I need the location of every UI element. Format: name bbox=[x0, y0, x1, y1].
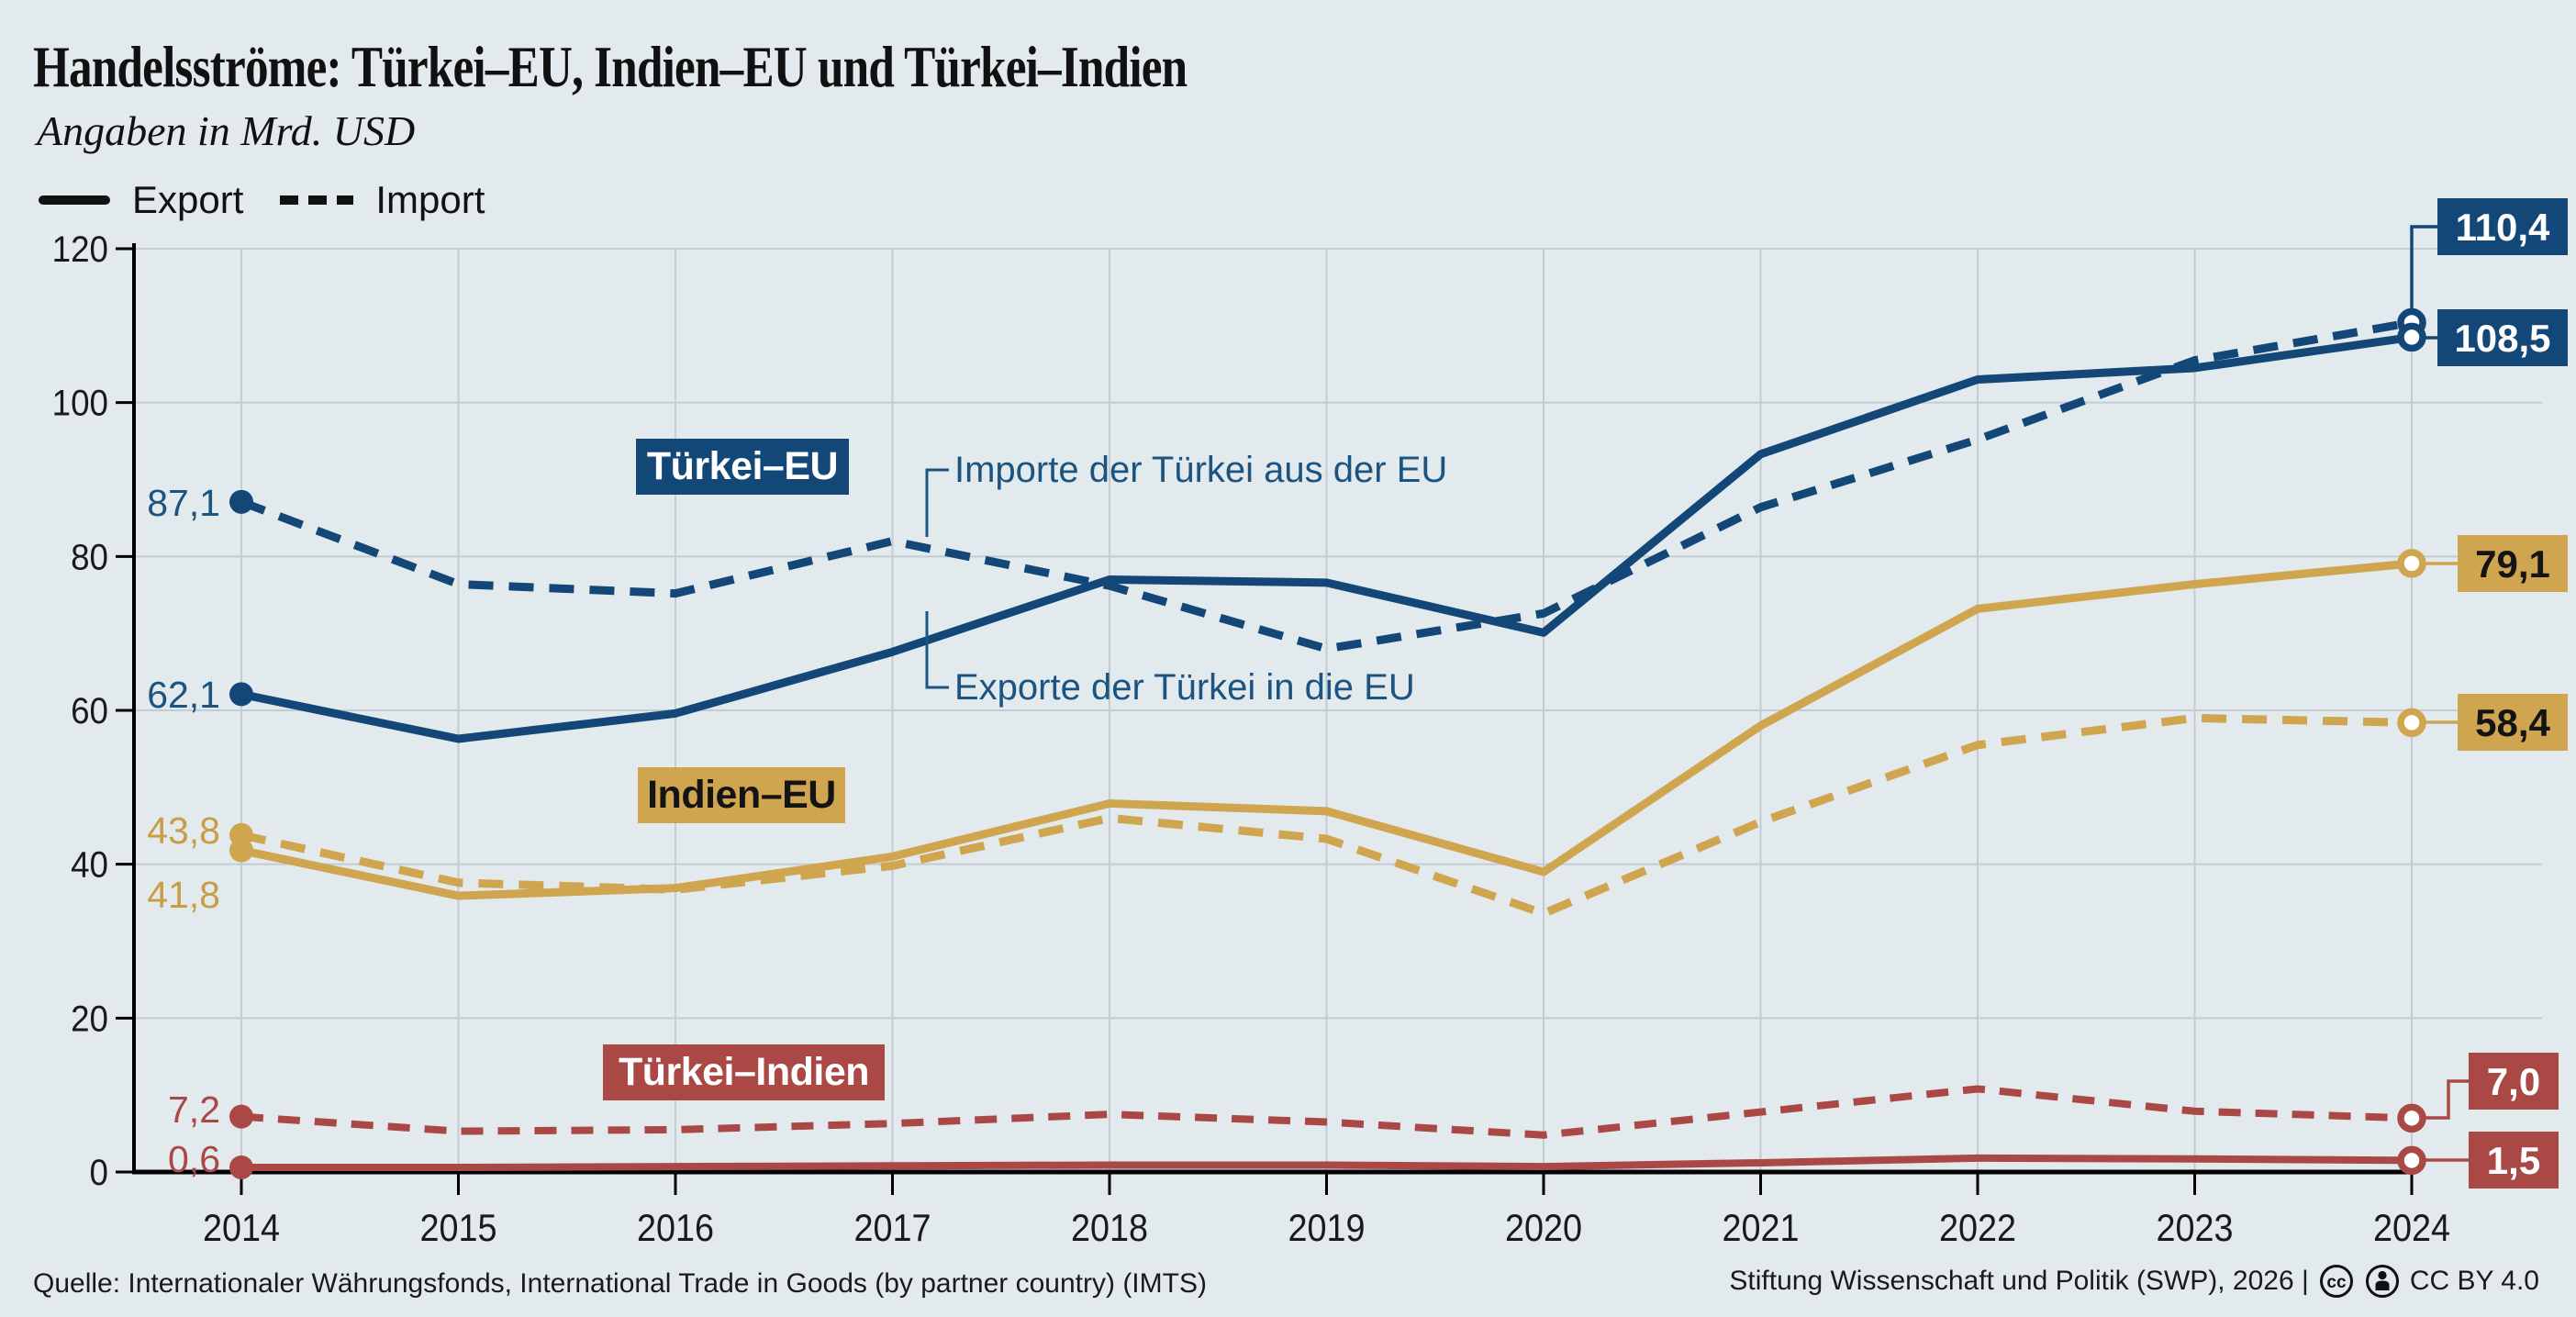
turkei-indien-export-end-value-box: 1,5 bbox=[2469, 1132, 2559, 1189]
value-box-label: 110,4 bbox=[2456, 206, 2550, 249]
x-tick-label: 2024 bbox=[2373, 1207, 2450, 1249]
series-label-indien-eu: Indien–EU bbox=[638, 767, 845, 823]
turkei-indien-import-connector bbox=[2425, 1079, 2469, 1120]
start-point-marker bbox=[229, 1155, 253, 1179]
value-box bbox=[2469, 1053, 2559, 1110]
value-box bbox=[2458, 694, 2568, 751]
legend-import-label: Import bbox=[375, 178, 485, 221]
x-tick-label: 2014 bbox=[203, 1207, 280, 1249]
turkei-indien-import-start-value: 7,2 bbox=[168, 1088, 220, 1131]
start-point-marker bbox=[229, 489, 253, 514]
y-tick-label: 100 bbox=[52, 383, 108, 424]
end-point-marker bbox=[2397, 549, 2426, 578]
y-tick-label: 20 bbox=[71, 999, 108, 1040]
markers-turkei-eu-export bbox=[229, 322, 2426, 707]
turkei-eu-export-start-value: 62,1 bbox=[147, 674, 220, 716]
y-tick-label: 60 bbox=[71, 691, 108, 732]
indien-eu-import-start-value: 43,8 bbox=[147, 809, 220, 852]
annotation-exporte-connector bbox=[925, 611, 949, 689]
end-point-marker bbox=[2397, 1145, 2426, 1176]
turkei-eu-import-start-value: 87,1 bbox=[147, 482, 220, 524]
x-tick-label: 2022 bbox=[1939, 1207, 2016, 1249]
page-subtitle: Angaben in Mrd. USD bbox=[37, 107, 416, 154]
value-box bbox=[2458, 535, 2568, 592]
annotation-importe: Importe der Türkei aus der EU bbox=[954, 450, 1448, 490]
import-line-swatch bbox=[280, 195, 354, 205]
tick-labels: 0 20 40 60 80 100 120 2014 2015 2016 2017 2018 2019 2… bbox=[52, 229, 2450, 1250]
start-point-marker bbox=[229, 1104, 253, 1129]
series-label-turkei-eu: Türkei–EU bbox=[636, 439, 849, 495]
credit-note: Stiftung Wissenschaft und Politik (SWP),… bbox=[1729, 1263, 2539, 1300]
end-point-marker bbox=[2397, 708, 2426, 738]
x-tick-label: 2023 bbox=[2156, 1207, 2233, 1249]
x-tick-label: 2021 bbox=[1722, 1207, 1799, 1249]
annotation-exporte: Exporte der Türkei in die EU bbox=[954, 667, 1415, 708]
cc-icon: cc bbox=[2319, 1265, 2353, 1298]
export-line-swatch bbox=[39, 195, 110, 205]
value-box bbox=[2437, 309, 2568, 366]
x-tick-label: 2018 bbox=[1071, 1207, 1148, 1249]
turkei-indien-export-start-value: 0,6 bbox=[168, 1138, 220, 1180]
value-box-label: 108,5 bbox=[2454, 317, 2550, 360]
gridlines bbox=[134, 248, 2542, 1172]
turkei-eu-import-connector bbox=[2410, 225, 2437, 310]
turkei-indien-export-line bbox=[238, 1154, 2415, 1171]
series-label-turkei-indien: Türkei–Indien bbox=[603, 1044, 885, 1100]
indien-eu-export-end-value-box: 79,1 bbox=[2458, 535, 2568, 592]
series-turkei-eu-import bbox=[240, 318, 2413, 653]
source-note: Quelle: Internationaler Währungsfonds, I… bbox=[33, 1268, 1207, 1299]
indien-eu-import-end-value-box: 58,4 bbox=[2458, 694, 2568, 751]
value-box bbox=[2469, 1132, 2559, 1189]
start-point-marker bbox=[229, 682, 253, 707]
cc-by-person-icon bbox=[2365, 1265, 2399, 1298]
markers-indien-eu-export bbox=[229, 549, 2426, 863]
value-box-label: 1,5 bbox=[2487, 1139, 2540, 1182]
markers-turkei-indien-export bbox=[229, 1145, 2426, 1179]
series-indien-eu-export bbox=[237, 559, 2416, 900]
series-turkei-eu-export bbox=[237, 332, 2416, 743]
start-point-marker bbox=[229, 838, 253, 863]
end-point-marker bbox=[2397, 322, 2426, 352]
y-tick-label: 80 bbox=[71, 537, 108, 578]
x-tick-label: 2019 bbox=[1288, 1207, 1365, 1249]
value-box-label: 58,4 bbox=[2475, 701, 2550, 744]
turkei-eu-import-line bbox=[240, 318, 2413, 653]
x-tick-label: 2017 bbox=[853, 1207, 931, 1249]
x-tick-label: 2016 bbox=[637, 1207, 714, 1249]
value-box-label: 7,0 bbox=[2487, 1060, 2540, 1103]
axes bbox=[116, 243, 2415, 1195]
turkei-eu-export-end-value-box: 108,5 bbox=[2437, 309, 2568, 366]
series-turkei-indien-export bbox=[238, 1154, 2415, 1171]
credit-text: Stiftung Wissenschaft und Politik (SWP),… bbox=[1729, 1266, 2309, 1296]
turkei-indien-import-end-value-box: 7,0 bbox=[2469, 1053, 2559, 1110]
turkei-eu-import-end-value-box: 110,4 bbox=[2437, 198, 2568, 255]
value-box-label: 79,1 bbox=[2475, 542, 2550, 586]
annotation-importe-connector bbox=[925, 468, 949, 537]
license-text: CC BY 4.0 bbox=[2409, 1266, 2539, 1296]
indien-eu-export-start-value: 41,8 bbox=[147, 874, 220, 916]
end-point-marker bbox=[2397, 1103, 2426, 1133]
turkei-eu-export-line bbox=[237, 332, 2416, 743]
x-tick-label: 2015 bbox=[419, 1207, 496, 1249]
x-tick-label: 2020 bbox=[1505, 1207, 1582, 1249]
series-turkei-indien-import bbox=[240, 1085, 2413, 1139]
y-tick-label: 0 bbox=[90, 1153, 108, 1194]
legend-export-label: Export bbox=[132, 178, 244, 221]
page-title: Handelsströme: Türkei–EU, Indien–EU und … bbox=[33, 34, 1188, 99]
svg-text:cc: cc bbox=[2326, 1273, 2347, 1292]
markers-turkei-indien-import bbox=[229, 1103, 2426, 1133]
y-tick-label: 40 bbox=[71, 844, 108, 886]
indien-eu-export-line bbox=[237, 559, 2416, 900]
chart-legend: Export Import bbox=[39, 178, 485, 222]
y-tick-label: 120 bbox=[52, 229, 108, 271]
value-box bbox=[2437, 198, 2568, 255]
turkei-indien-import-line bbox=[240, 1085, 2413, 1139]
